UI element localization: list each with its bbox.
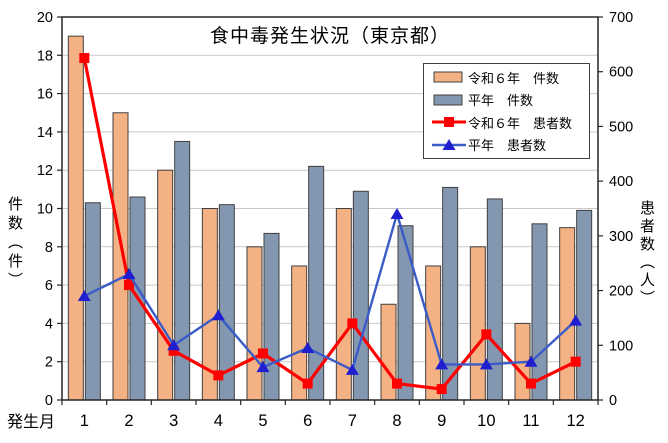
x-axis-month-label: 1 [80, 412, 89, 430]
bar-reiwa6-kensu [469, 246, 486, 401]
legend-item: 令和６年 件数 [432, 66, 583, 88]
right-axis-tick-label: 400 [609, 174, 633, 190]
marker-triangle [122, 268, 136, 280]
x-axis-month-label: 2 [124, 412, 133, 430]
legend-bar-swatch [432, 70, 466, 84]
legend: 令和６年 件数 平年 件数令和６年 患者数 平年 患者数 [423, 63, 590, 159]
x-axis-month-label: 5 [258, 412, 267, 430]
legend-item: 平年 件数 [432, 89, 583, 111]
legend-line-swatch [432, 138, 466, 152]
x-axis-title: 発生月 [7, 414, 56, 431]
left-axis-tick-label: 8 [45, 240, 53, 256]
right-axis-tick-label: 600 [609, 65, 633, 81]
x-axis-month-label: 9 [437, 412, 446, 430]
bar-reiwa6-kensu [67, 35, 84, 401]
marker-square [258, 348, 268, 359]
marker-square [570, 356, 581, 367]
right-axis-tick-label: 500 [609, 119, 633, 135]
marker-triangle [435, 358, 449, 370]
bar-heinen-kensu [174, 140, 191, 401]
marker-square [526, 378, 536, 389]
marker-square [347, 318, 358, 329]
legend-item: 令和６年 患者数 [432, 111, 583, 133]
marker-triangle [569, 314, 583, 326]
left-axis-tick-label: 18 [37, 48, 53, 64]
x-axis-month-label: 4 [214, 412, 223, 430]
legend-bar-swatch [432, 93, 466, 107]
left-axis-tick-label: 12 [37, 163, 53, 179]
x-axis-month-label: 7 [348, 412, 357, 430]
line-reiwa6-kanjasu [82, 57, 577, 391]
marker-square [213, 370, 224, 381]
x-axis-month-label: 8 [392, 412, 401, 430]
bar-reiwa6-kensu [112, 112, 129, 401]
right-axis-tick-label: 200 [609, 284, 633, 300]
right-axis-title: 患者数（人） [638, 200, 655, 308]
marker-triangle [301, 342, 315, 354]
left-axis-tick-label: 0 [45, 393, 53, 409]
left-axis-title: 件数（件） [6, 196, 23, 291]
bar-reiwa6-kensu [157, 169, 174, 401]
marker-square [79, 53, 90, 64]
left-axis-tick-label: 6 [45, 278, 53, 294]
legend-label: 平年 件数 [468, 93, 534, 109]
bar-reiwa6-kensu [246, 246, 263, 401]
left-axis-tick-label: 14 [37, 125, 53, 141]
left-axis-tick-label: 10 [37, 202, 53, 218]
right-axis-tick-label: 700 [609, 10, 633, 26]
x-axis-month-label: 6 [303, 412, 312, 430]
marker-square [124, 280, 134, 291]
x-axis-month-label: 10 [477, 412, 495, 430]
marker-triangle [256, 361, 270, 373]
x-axis-month-label: 3 [169, 412, 178, 430]
chart-title: 食中毒発生状況（東京都） [209, 26, 450, 47]
plot-border [61, 16, 599, 401]
bar-heinen-kensu [352, 190, 369, 401]
x-axis-month-label: 12 [566, 412, 584, 430]
marker-square [481, 329, 492, 340]
marker-triangle [479, 358, 493, 370]
left-axis-tick-label: 20 [37, 10, 53, 26]
marker-square [168, 345, 179, 356]
right-axis-tick-label: 0 [609, 393, 617, 409]
legend-item: 平年 患者数 [432, 134, 583, 156]
bar-heinen-kensu [263, 232, 280, 401]
marker-square [392, 378, 402, 389]
marker-triangle [211, 309, 225, 321]
marker-triangle [345, 363, 359, 375]
left-axis-tick-label: 4 [45, 316, 53, 332]
marker-triangle [167, 339, 181, 351]
legend-line-swatch [432, 115, 466, 129]
bar-heinen-kensu [397, 225, 414, 401]
marker-triangle [77, 290, 91, 302]
line-heinen-kanjasu [83, 212, 577, 372]
legend-label: 平年 患者数 [468, 138, 547, 154]
marker-square [302, 378, 313, 389]
legend-label: 令和６年 件数 [468, 70, 560, 86]
bar-heinen-kensu [576, 209, 593, 401]
legend-label: 令和６年 患者数 [468, 115, 573, 131]
left-axis-tick-label: 2 [45, 355, 53, 371]
x-axis-month-label: 11 [522, 412, 539, 430]
marker-triangle [390, 207, 404, 219]
marker-triangle [524, 355, 538, 367]
right-axis-tick-label: 300 [609, 229, 633, 245]
bar-heinen-kensu [486, 198, 503, 401]
bar-reiwa6-kensu [559, 227, 576, 401]
left-axis-tick-label: 16 [37, 87, 53, 103]
bar-heinen-kensu [531, 223, 548, 401]
right-axis-tick-label: 100 [609, 338, 633, 354]
bar-heinen-kensu [84, 202, 101, 401]
marker-square [436, 384, 447, 395]
